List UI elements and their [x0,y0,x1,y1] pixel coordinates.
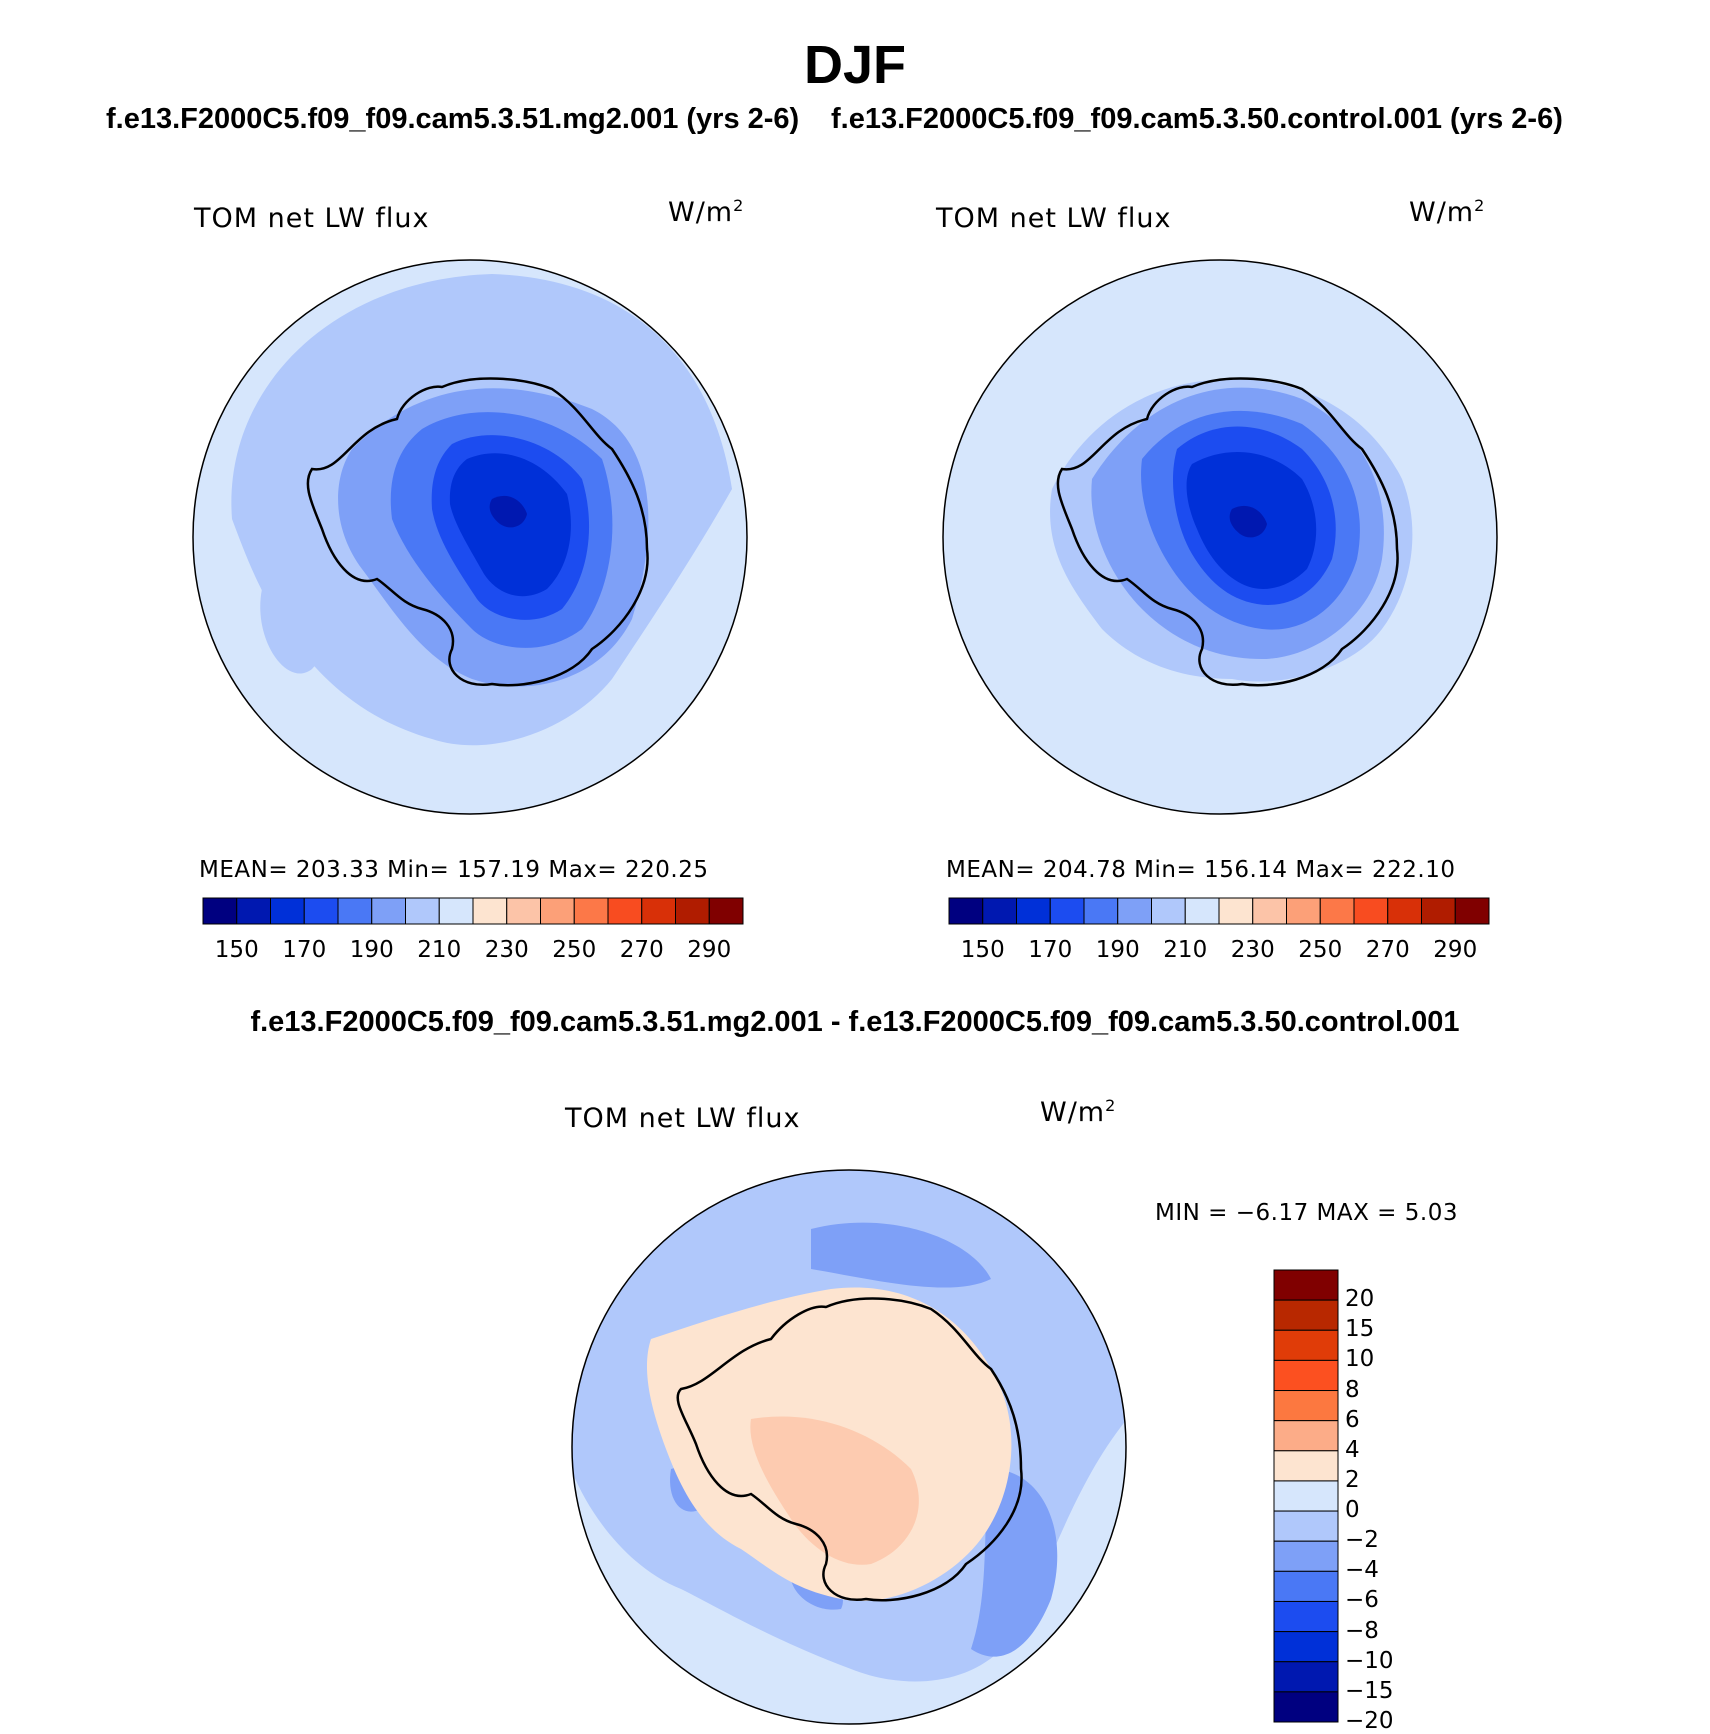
colorbar-swatch [1421,897,1456,925]
colorbar-swatch [675,897,710,925]
colorbar-tick-label: 4 [1345,1436,1360,1463]
colorbar-tick-label: −2 [1345,1527,1379,1554]
colorbar-tick-label: −8 [1345,1617,1379,1644]
panel3-variable-label: TOM net LW flux [565,1103,801,1134]
colorbar-swatch [1286,897,1321,925]
colorbar-tick-label: −6 [1345,1587,1379,1614]
colorbar-swatch [1273,1661,1339,1693]
colorbar-tick-label: 270 [1365,937,1410,963]
colorbar-swatch [1273,1390,1339,1422]
colorbar-tick-label: −10 [1345,1647,1394,1674]
colorbar-swatch [472,897,508,925]
panel1-stats: MEAN= 203.33 Min= 157.19 Max= 220.25 [199,857,709,883]
colorbar-tick-label: 170 [1028,937,1073,963]
colorbar-tick-label: 210 [1163,937,1208,963]
colorbar-swatch [1273,1269,1339,1301]
colorbar-swatch [1117,897,1152,925]
colorbar-swatch [303,897,339,925]
colorbar-swatch [1016,897,1051,925]
colorbar-swatch [1151,897,1186,925]
colorbar-swatch [506,897,541,925]
colorbar-swatch [1273,1299,1339,1331]
figure-title: DJF [803,35,906,95]
panel1-variable-label: TOM net LW flux [194,203,430,234]
colorbar-swatch [1273,1691,1339,1723]
colorbar-swatch [1454,897,1490,925]
colorbar-tick-label: −15 [1345,1677,1394,1704]
colorbar-swatch [1273,1631,1339,1663]
difference-title: f.e13.F2000C5.f09_f09.cam5.3.51.mg2.001 … [250,1006,1460,1038]
colorbar-tick-label: 250 [1298,937,1343,963]
colorbar-tick-label: 170 [282,937,327,963]
colorbar-tick-label: 6 [1345,1406,1360,1433]
colorbar-swatch [708,897,744,925]
colorbar-tick-label: 10 [1345,1346,1375,1373]
colorbar-swatch [1252,897,1287,925]
colorbar-swatch [982,897,1017,925]
case2-title: f.e13.F2000C5.f09_f09.cam5.3.50.control.… [831,103,1563,135]
panel2-stats: MEAN= 204.78 Min= 156.14 Max= 222.10 [946,857,1456,883]
panel3-units-label: W/m2 [1040,1096,1117,1128]
colorbar-swatch [1273,1510,1339,1542]
colorbar-swatch [607,897,643,925]
map-panel-difference [571,1169,1127,1725]
panel3-stats: MIN = −6.17 MAX = 5.03 [1155,1200,1458,1226]
colorbar-swatch [573,897,609,925]
colorbar-swatch [1273,1600,1339,1633]
colorbar-tick-label: 190 [1095,937,1140,963]
colorbar-tick-label: 250 [552,937,597,963]
colorbar-panel-2 [948,897,1490,925]
colorbar-swatch [1273,1329,1339,1361]
colorbar-swatch [1387,897,1422,925]
colorbar-swatch [1083,897,1119,925]
colorbar-swatch [1049,897,1085,925]
colorbar-tick-label: 210 [417,937,462,963]
colorbar-swatch [948,897,984,925]
colorbar-swatch [1353,897,1389,925]
colorbar-swatch [405,897,440,925]
map-panel-1 [192,259,748,815]
panel2-units-label: W/m2 [1409,196,1486,228]
colorbar-swatch [1273,1480,1339,1512]
colorbar-tick-label: 150 [960,937,1005,963]
colorbar-swatch [270,897,305,925]
colorbar-swatch [202,897,238,925]
colorbar-swatch [236,897,271,925]
panel2-variable-label: TOM net LW flux [936,203,1172,234]
colorbar-panel-1 [202,897,744,925]
colorbar-tick-label: 230 [1230,937,1275,963]
colorbar-swatch [1218,897,1254,925]
colorbar-tick-label: 0 [1345,1497,1360,1524]
colorbar-swatch [1273,1420,1339,1452]
colorbar-swatch [1273,1570,1339,1602]
colorbar-swatch [371,897,406,925]
colorbar-tick-label: −20 [1345,1708,1394,1734]
colorbar-swatch [337,897,373,925]
colorbar-swatch [1319,897,1355,925]
colorbar-tick-label: 230 [484,937,529,963]
colorbar-tick-label: −4 [1345,1557,1379,1584]
map-panel-2 [942,259,1498,815]
colorbar-tick-label: 8 [1345,1376,1360,1403]
colorbar-swatch [540,897,575,925]
colorbar-swatch [1184,897,1220,925]
colorbar-tick-label: 270 [619,937,664,963]
panel1-units-label: W/m2 [668,196,745,228]
colorbar-tick-label: 150 [214,937,259,963]
colorbar-tick-label: 2 [1345,1466,1360,1493]
case1-title: f.e13.F2000C5.f09_f09.cam5.3.51.mg2.001 … [106,103,800,135]
colorbar-swatch [1273,1450,1339,1482]
colorbar-difference [1273,1269,1339,1723]
colorbar-tick-label: 190 [349,937,394,963]
colorbar-tick-label: 20 [1345,1286,1375,1313]
colorbar-tick-label: 15 [1345,1316,1375,1343]
colorbar-tick-label: 290 [687,937,732,963]
colorbar-tick-label: 290 [1433,937,1478,963]
colorbar-swatch [438,897,474,925]
colorbar-swatch [1273,1540,1339,1572]
colorbar-swatch [1273,1359,1339,1392]
colorbar-swatch [641,897,676,925]
